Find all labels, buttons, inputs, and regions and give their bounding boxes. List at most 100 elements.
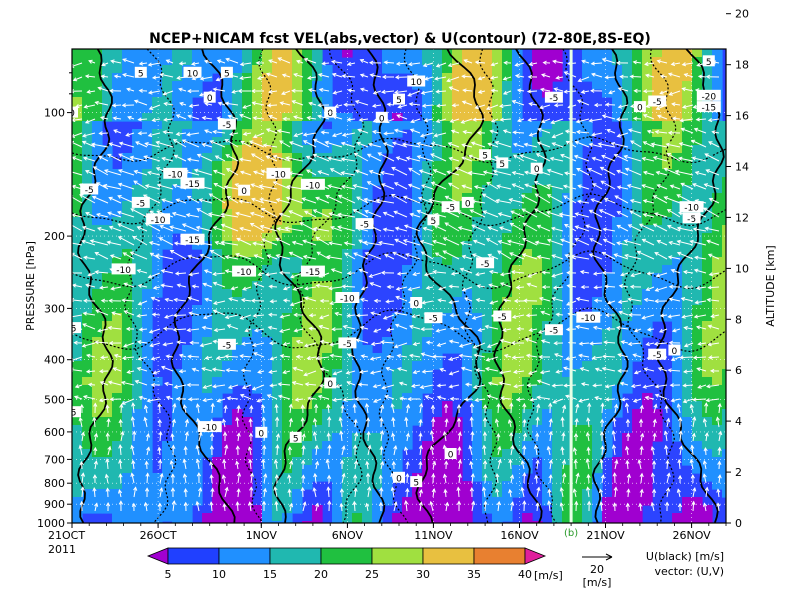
shade-cell — [642, 441, 653, 450]
wind-vector — [588, 118, 603, 123]
shade-cell — [552, 161, 563, 170]
shade-cell — [632, 241, 643, 250]
shade-cell — [612, 81, 623, 90]
shade-cell — [142, 257, 153, 266]
shade-cell — [242, 425, 253, 434]
shade-cell — [652, 265, 663, 274]
shade-cell — [192, 121, 203, 130]
shade-cell — [462, 185, 473, 194]
shade-cell — [622, 57, 633, 66]
wind-vector — [346, 61, 356, 66]
wind-vector — [707, 253, 720, 260]
shade-cell — [542, 345, 553, 354]
shade-cell — [562, 305, 573, 314]
shade-cell — [692, 377, 703, 386]
shade-cell — [242, 513, 253, 522]
shade-cell — [612, 465, 623, 474]
shade-cell — [172, 49, 183, 58]
shade-cell — [672, 313, 683, 322]
wind-vector — [352, 209, 369, 218]
shade-cell — [472, 193, 483, 202]
shade-cell — [202, 209, 213, 218]
shade-cell — [282, 241, 293, 250]
wind-vector — [203, 59, 213, 64]
wind-vector — [133, 99, 148, 106]
shade-cell — [292, 49, 303, 58]
shade-cell — [212, 249, 223, 258]
wind-vector — [117, 195, 135, 204]
shade-cell — [622, 505, 633, 514]
shade-cell — [722, 425, 726, 434]
wind-vector — [461, 156, 473, 162]
shade-cell — [702, 177, 713, 186]
wind-vector — [707, 285, 720, 290]
shade-cell — [592, 513, 603, 522]
shade-cell — [162, 129, 173, 138]
shade-cell — [352, 393, 363, 402]
shade-cell — [382, 409, 393, 418]
wind-vector — [533, 208, 551, 218]
shade-cell — [602, 273, 613, 282]
wind-vector — [576, 199, 590, 204]
shade-cell — [152, 185, 163, 194]
shade-cell — [432, 321, 443, 330]
shade-cell — [172, 393, 183, 402]
wind-vector — [477, 89, 486, 94]
wind-vector — [526, 282, 538, 288]
shade-cell — [642, 401, 653, 410]
shade-cell — [492, 505, 503, 514]
wind-vector — [98, 155, 109, 162]
shade-cell — [152, 49, 163, 58]
shade-cell — [482, 337, 493, 346]
wind-vector — [117, 182, 135, 190]
shade-cell — [502, 369, 513, 378]
shade-cell — [242, 193, 253, 202]
shade-cell — [322, 393, 333, 402]
shade-cell — [112, 457, 123, 466]
shade-cell — [102, 193, 113, 202]
wind-vector — [250, 183, 265, 190]
wind-vector — [601, 114, 616, 120]
shade-cell — [102, 289, 113, 298]
wind-vector — [597, 142, 616, 148]
shade-cell — [292, 489, 303, 498]
wind-vector — [620, 272, 629, 277]
shade-cell — [432, 505, 443, 514]
shade-cell — [132, 209, 143, 218]
shade-cell — [502, 97, 513, 106]
shade-cell — [292, 345, 303, 354]
wind-vector — [394, 89, 408, 95]
shade-cell — [452, 441, 463, 450]
wind-vector — [226, 196, 239, 204]
shade-cell — [72, 265, 83, 274]
shade-cell — [422, 265, 433, 274]
wind-vector — [368, 272, 382, 278]
shade-cell — [132, 145, 143, 154]
wind-vector — [380, 183, 395, 190]
shade-cell — [92, 449, 103, 458]
wind-vector — [317, 170, 330, 176]
wind-vector — [536, 224, 551, 232]
wind-vector — [393, 182, 408, 190]
shade-cell — [242, 457, 253, 466]
shade-cell — [432, 265, 443, 274]
shade-cell — [292, 401, 303, 410]
shade-cell — [452, 177, 463, 186]
shade-cell — [212, 241, 223, 250]
shade-cell — [422, 305, 433, 314]
shade-cell — [622, 441, 633, 450]
shade-cell — [282, 369, 293, 378]
shade-cell — [152, 113, 163, 122]
wind-vector — [516, 88, 525, 93]
shade-cell — [692, 113, 703, 122]
shade-cell — [632, 417, 643, 426]
shade-cell — [472, 393, 483, 402]
shade-cell — [542, 401, 553, 410]
shade-cell — [572, 121, 583, 130]
shade-cell — [72, 457, 83, 466]
shade-cell — [352, 233, 363, 242]
shade-cell — [202, 377, 213, 386]
shade-cell — [592, 497, 603, 506]
shade-cell — [582, 385, 593, 394]
shade-cell — [522, 369, 533, 378]
